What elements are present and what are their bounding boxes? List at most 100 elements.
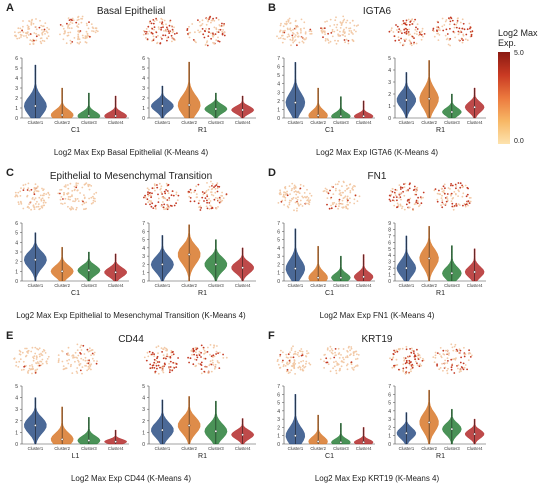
violin-plot-r1: 0 1 2 3 4 5 6 7 Cluster1 Cluster2 Cluster3 Cluster4… xyxy=(388,384,486,460)
y-tick-label: 1 xyxy=(15,106,18,112)
x-tick-label: Cluster3 xyxy=(208,120,224,125)
x-tick-label: Cluster1 xyxy=(28,283,44,288)
y-tick-label: 3 xyxy=(277,417,280,423)
y-tick-label: 7 xyxy=(277,221,280,227)
panel-caption: Log2 Max Exp Epithelial to Mesenchymal T… xyxy=(16,311,246,320)
median-point xyxy=(60,438,64,441)
y-tick-label: 7 xyxy=(277,384,280,390)
y-tick-label: 5 xyxy=(388,247,391,253)
violin-plot-l1: 0 1 2 3 4 5 Cluster1 Cluster2 Cluster3 Cluster4 L1 xyxy=(15,384,129,460)
median-point xyxy=(241,433,244,436)
y-tick-label: 1 xyxy=(142,271,145,277)
y-tick-label: 5 xyxy=(388,56,391,62)
y-tick-label: 2 xyxy=(388,92,391,98)
x-tick-label: Cluster4 xyxy=(356,446,372,451)
median-point xyxy=(405,98,408,102)
panel-letter: F xyxy=(268,330,275,342)
legend-min-label: 0.0 xyxy=(514,138,524,145)
panel-d: D FN1 Log2 Max Exp FN1 (K-Means 4) 0 1 2 3 4 5 6 7… xyxy=(262,165,492,323)
median-point xyxy=(114,114,117,118)
y-tick-label: 2 xyxy=(142,419,145,425)
x-tick-label: Cluster2 xyxy=(310,446,326,451)
x-tick-label: Cluster2 xyxy=(421,446,437,451)
panel-title: FN1 xyxy=(367,171,387,182)
y-tick-label: 4 xyxy=(388,409,391,415)
y-tick-label: 0 xyxy=(277,116,280,122)
y-tick-label: 1 xyxy=(277,271,280,277)
y-tick-label: 5 xyxy=(15,231,18,237)
y-tick-label: 4 xyxy=(15,240,18,246)
y-tick-label: 4 xyxy=(277,82,280,88)
y-tick-label: 1 xyxy=(388,104,391,110)
y-tick-label: 4 xyxy=(142,246,145,252)
group-label: C1 xyxy=(325,290,334,297)
x-tick-label: Cluster1 xyxy=(399,446,415,451)
y-tick-label: 9 xyxy=(388,221,391,227)
median-point xyxy=(161,104,164,108)
y-tick-label: 2 xyxy=(277,425,280,431)
tsne-plot xyxy=(57,343,98,375)
x-tick-label: Cluster1 xyxy=(28,120,44,125)
tsne-plot xyxy=(389,345,425,375)
x-tick-label: Cluster2 xyxy=(54,283,70,288)
y-tick-label: 3 xyxy=(277,254,280,260)
median-point xyxy=(316,440,320,443)
x-tick-label: Cluster3 xyxy=(81,283,97,288)
x-tick-label: Cluster3 xyxy=(81,446,97,451)
panel-chart: 0 1 2 3 4 5 6 Cluster1 Cluster2 Cluster3 Cluster4 C… xyxy=(14,15,256,134)
x-tick-label: Cluster2 xyxy=(54,120,70,125)
x-tick-label: Cluster3 xyxy=(333,283,349,288)
x-tick-label: Cluster4 xyxy=(467,283,483,288)
violin-plot-c1: 0 1 2 3 4 5 6 7 Cluster1 Cluster2 Cluster3 Cluster4… xyxy=(277,56,375,134)
median-point xyxy=(241,108,244,112)
x-tick-label: Cluster1 xyxy=(399,283,415,288)
x-tick-label: Cluster1 xyxy=(288,120,304,125)
x-tick-label: Cluster2 xyxy=(310,120,326,125)
tsne-plot xyxy=(142,17,178,45)
y-tick-label: 4 xyxy=(388,68,391,74)
x-tick-label: Cluster1 xyxy=(28,446,44,451)
y-tick-label: 0 xyxy=(15,116,18,122)
x-tick-label: Cluster2 xyxy=(54,446,70,451)
group-label: R1 xyxy=(198,290,207,297)
y-tick-label: 1 xyxy=(277,434,280,440)
y-tick-label: 6 xyxy=(142,229,145,235)
tsne-plot xyxy=(57,182,98,211)
x-tick-label: Cluster3 xyxy=(333,446,349,451)
x-tick-label: Cluster4 xyxy=(356,283,372,288)
y-tick-label: 2 xyxy=(277,262,280,268)
y-tick-label: 3 xyxy=(15,250,18,256)
panel-a: A Basal Epithelial Log2 Max Exp Basal Epit… xyxy=(0,0,262,160)
y-tick-label: 0 xyxy=(142,442,145,448)
tsne-plot xyxy=(143,182,180,211)
median-point xyxy=(114,271,117,274)
median-point xyxy=(294,267,297,270)
x-tick-label: Cluster4 xyxy=(108,446,124,451)
median-point xyxy=(214,107,218,111)
y-tick-label: 6 xyxy=(277,392,280,398)
group-label: R1 xyxy=(436,127,445,134)
y-tick-label: 5 xyxy=(277,238,280,244)
y-tick-label: 3 xyxy=(388,260,391,266)
y-tick-label: 1 xyxy=(15,269,18,275)
panel-f: F KRT19 Log2 Max Exp KRT19 (K-Means 4) 0 1 2 3… xyxy=(262,328,492,486)
median-point xyxy=(214,263,218,266)
x-tick-label: Cluster4 xyxy=(356,120,372,125)
panel-caption: Log2 Max Exp Basal Epithelial (K-Means 4… xyxy=(53,148,209,157)
median-point xyxy=(294,434,297,437)
y-tick-label: 2 xyxy=(15,260,18,266)
panel-letter: A xyxy=(6,2,14,14)
panel-caption: Log2 Max Exp FN1 (K-Means 4) xyxy=(319,311,435,320)
panel-letter: E xyxy=(6,330,14,342)
x-tick-label: Cluster4 xyxy=(108,120,124,125)
tsne-plot xyxy=(432,343,473,375)
panel-chart: 0 1 2 3 4 5 Cluster1 Cluster2 Cluster3 Cluster4 L1… xyxy=(13,343,256,460)
violin-plot-c1: 0 1 2 3 4 5 6 Cluster1 Cluster2 Cluster3 Cluster4 C… xyxy=(15,221,129,297)
y-tick-label: 1 xyxy=(388,434,391,440)
legend-max-label: 5.0 xyxy=(514,50,524,57)
y-tick-label: 6 xyxy=(388,392,391,398)
median-point xyxy=(294,101,297,104)
x-tick-label: Cluster2 xyxy=(421,283,437,288)
y-tick-label: 6 xyxy=(388,240,391,246)
panel-title: Basal Epithelial xyxy=(96,6,166,17)
